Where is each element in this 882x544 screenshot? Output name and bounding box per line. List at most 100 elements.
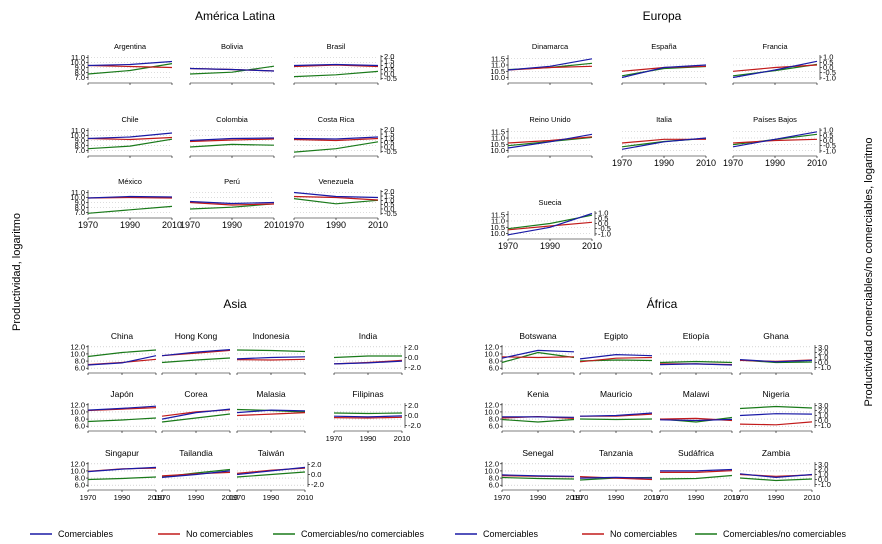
panel-indonesia: Indonesia bbox=[236, 331, 306, 375]
series-ratio-line bbox=[161, 413, 231, 423]
series-ratio-line bbox=[501, 476, 575, 480]
x-tick-label: 1970 bbox=[732, 493, 749, 502]
right-tick-label: 2.0 bbox=[311, 460, 321, 469]
left-axis-title: Productividad, logaritmo bbox=[11, 213, 23, 331]
panel-senegal: Senegal 12.010.08.06.0 1970 1990 2010 bbox=[484, 448, 582, 502]
series-comerciables-line bbox=[189, 200, 275, 205]
left-tick-label: 10.0 bbox=[70, 349, 85, 358]
right-tick-label: 0.5 bbox=[384, 200, 394, 209]
series-ratio-line bbox=[293, 141, 379, 153]
right-tick-label: 2.0 bbox=[818, 465, 828, 474]
panel-mauricio: Mauricio bbox=[579, 389, 653, 433]
series-comerciables-line bbox=[739, 359, 813, 363]
panel-etiopía: Etiopía bbox=[659, 331, 733, 375]
region-0: América LatinaArgentina11.010.09.08.07.0… bbox=[70, 9, 397, 230]
series-comerciables-line bbox=[189, 67, 275, 72]
panel-colombia: Colombia bbox=[189, 115, 275, 158]
panel-title: Corea bbox=[184, 389, 207, 399]
panel-países-bajos: Países Bajos 1.00.50.0-0.5-1.0 1970 1990 201… bbox=[723, 115, 836, 168]
right-tick-label: 0.0 bbox=[818, 416, 828, 425]
x-tick-label: 1990 bbox=[654, 158, 674, 168]
series-comerciables-line bbox=[189, 137, 275, 142]
panel-title: Tanzania bbox=[599, 448, 633, 458]
series-ratio-line bbox=[501, 418, 575, 423]
panel-taiwán: Taiwán 2.00.0-2.0 1970 1990 2010 bbox=[229, 448, 324, 502]
series-no-comerciables-line bbox=[236, 358, 306, 361]
panel-title: Países Bajos bbox=[753, 115, 797, 124]
regions-layer: América LatinaArgentina11.010.09.08.07.0… bbox=[70, 9, 836, 502]
panel-title: Chile bbox=[121, 115, 138, 124]
panel-argentina: Argentina 11.010.09.08.07.0 bbox=[70, 42, 173, 85]
left-tick-label: 12.0 bbox=[484, 400, 499, 409]
left-tick-label: 12.0 bbox=[484, 459, 499, 468]
right-tick-label: -0.5 bbox=[384, 147, 397, 156]
left-tick-label: 11.0 bbox=[71, 126, 85, 135]
x-tick-label: 1970 bbox=[229, 493, 246, 502]
x-tick-label: 1970 bbox=[498, 241, 518, 251]
right-tick-label: -0.5 bbox=[598, 224, 611, 233]
left-tick-label: 9.0 bbox=[75, 63, 85, 72]
right-tick-label: -1.0 bbox=[823, 73, 836, 82]
series-comerciables-line bbox=[161, 470, 231, 478]
panel-ghana: Ghana 3.02.01.00.0-1.0 bbox=[739, 331, 831, 375]
series-ratio-line bbox=[161, 357, 231, 364]
right-tick-label: 2.0 bbox=[384, 187, 394, 196]
right-tick-label: 1.0 bbox=[818, 353, 828, 362]
panel-china: China 12.010.08.06.0 bbox=[70, 331, 157, 375]
region-title: Asia bbox=[223, 297, 247, 311]
x-tick-label: 2010 bbox=[566, 493, 583, 502]
panel-perú: Perú 1970 1990 2010 bbox=[180, 177, 284, 230]
series-comerciables-line bbox=[621, 64, 707, 79]
panel-india: India 2.00.0-2.0 bbox=[333, 331, 421, 375]
right-tick-label: -1.0 bbox=[598, 229, 611, 238]
series-no-comerciables-line bbox=[236, 412, 306, 417]
series-no-comerciables-line bbox=[161, 471, 231, 477]
x-tick-label: 1970 bbox=[284, 220, 304, 230]
series-comerciables-line bbox=[621, 137, 707, 150]
left-tick-label: 7.0 bbox=[75, 73, 85, 82]
right-tick-label: 0.0 bbox=[823, 136, 833, 145]
legend-0: Comerciables No comerciables Comerciables/… bbox=[30, 529, 425, 539]
right-tick-label: 1.0 bbox=[384, 196, 394, 205]
right-tick-label: 0.5 bbox=[823, 131, 833, 140]
x-tick-label: 1970 bbox=[612, 158, 632, 168]
left-tick-label: 10.5 bbox=[490, 223, 505, 232]
series-comerciables-line bbox=[161, 349, 231, 357]
right-tick-label: 3.0 bbox=[818, 460, 828, 469]
series-no-comerciables-line bbox=[87, 64, 173, 69]
panel-title: Senegal bbox=[522, 448, 553, 458]
series-ratio-line bbox=[236, 349, 306, 353]
series-comerciables-line bbox=[739, 473, 813, 479]
panel-nigeria: Nigeria 3.02.01.00.0-1.0 bbox=[739, 389, 831, 433]
panel-title: Zambia bbox=[762, 448, 791, 458]
series-ratio-line bbox=[333, 355, 402, 359]
legend-label: Comerciables bbox=[58, 529, 114, 539]
series-no-comerciables-line bbox=[739, 421, 813, 426]
series-ratio-line bbox=[739, 405, 813, 410]
x-tick-label: 1970 bbox=[572, 493, 589, 502]
right-tick-label: -2.0 bbox=[408, 363, 421, 372]
x-tick-label: 1990 bbox=[263, 493, 280, 502]
panel-title: Filipinas bbox=[352, 389, 383, 399]
x-tick-label: 1990 bbox=[765, 158, 785, 168]
x-tick-label: 1970 bbox=[494, 493, 511, 502]
right-tick-label: 3.0 bbox=[818, 401, 828, 410]
panel-title: Italia bbox=[656, 115, 673, 124]
left-tick-label: 10.0 bbox=[490, 73, 505, 82]
left-tick-label: 12.0 bbox=[484, 342, 499, 351]
left-tick-label: 11.5 bbox=[491, 127, 505, 136]
x-tick-label: 1970 bbox=[180, 220, 200, 230]
left-tick-label: 10.0 bbox=[70, 58, 85, 67]
series-comerciables-line bbox=[333, 415, 403, 418]
left-tick-label: 11.0 bbox=[491, 217, 505, 226]
right-tick-label: 0.5 bbox=[598, 214, 608, 223]
left-tick-label: 11.0 bbox=[71, 188, 85, 197]
left-tick-label: 11.0 bbox=[71, 53, 85, 62]
series-ratio-line bbox=[739, 477, 813, 482]
left-tick-label: 9.0 bbox=[75, 136, 85, 145]
series-comerciables-line bbox=[87, 132, 173, 140]
panel-hong-kong: Hong Kong bbox=[161, 331, 231, 375]
right-tick-label: 1.0 bbox=[598, 209, 608, 218]
